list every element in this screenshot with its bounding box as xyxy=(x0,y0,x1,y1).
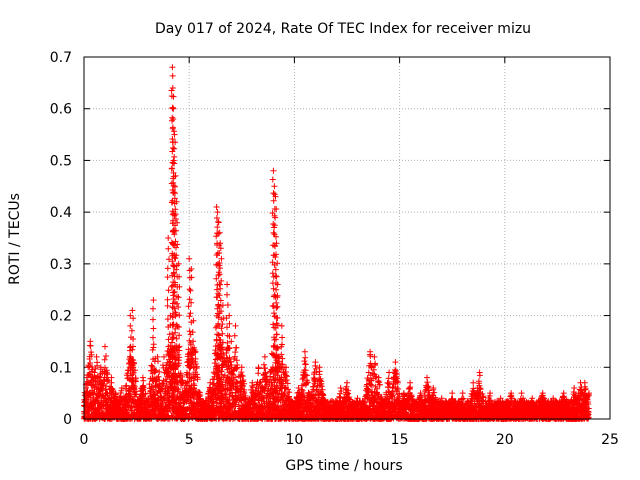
data-point xyxy=(194,376,201,383)
y-tick-label: 0 xyxy=(63,412,72,428)
data-point xyxy=(94,359,101,366)
y-tick-label: 0.2 xyxy=(50,309,72,325)
y-tick-label: 0.3 xyxy=(50,257,72,273)
data-point xyxy=(88,373,95,380)
x-tick-label: 15 xyxy=(391,432,409,448)
data-point xyxy=(104,369,110,376)
x-axis-label: GPS time / hours xyxy=(285,458,402,474)
data-point xyxy=(104,371,111,378)
data-point xyxy=(87,360,94,366)
data-point xyxy=(148,362,155,369)
data-point xyxy=(101,356,108,363)
y-tick-label: 0.5 xyxy=(50,153,72,169)
data-point xyxy=(131,383,138,390)
data-point xyxy=(99,385,106,392)
data-point xyxy=(142,390,149,397)
data-point xyxy=(193,363,200,370)
y-tick-label: 0.6 xyxy=(50,102,72,118)
data-point xyxy=(105,377,112,384)
data-point xyxy=(156,368,163,375)
data-point xyxy=(132,378,139,385)
y-tick-label: 0.1 xyxy=(50,360,72,376)
data-point xyxy=(192,355,199,362)
data-point xyxy=(186,370,193,377)
data-point xyxy=(103,353,109,359)
x-tick-label: 10 xyxy=(285,432,303,448)
data-point xyxy=(133,391,140,398)
data-point xyxy=(108,379,115,386)
data-point xyxy=(191,349,198,356)
data-point xyxy=(104,376,111,383)
data-point xyxy=(175,351,182,358)
data-point xyxy=(157,386,164,393)
data-point xyxy=(123,382,130,389)
data-point xyxy=(165,368,172,375)
data-point xyxy=(140,384,147,391)
data-point xyxy=(155,373,162,380)
data-point xyxy=(131,360,137,367)
data-point xyxy=(151,391,158,398)
y-tick-label: 0.4 xyxy=(50,205,72,221)
data-point xyxy=(88,351,95,358)
x-tick-label: 0 xyxy=(80,432,89,448)
data-point xyxy=(168,339,175,346)
y-axis-label: ROTI / TECUs xyxy=(7,193,23,285)
data-point xyxy=(177,370,184,377)
x-tick-label: 20 xyxy=(496,432,514,448)
chart-title: Day 017 of 2024, Rate Of TEC Index for r… xyxy=(155,21,531,37)
data-point xyxy=(92,365,99,372)
y-tick-label: 0.7 xyxy=(50,50,72,66)
x-tick-label: 5 xyxy=(185,432,194,448)
x-tick-label: 25 xyxy=(601,432,619,448)
